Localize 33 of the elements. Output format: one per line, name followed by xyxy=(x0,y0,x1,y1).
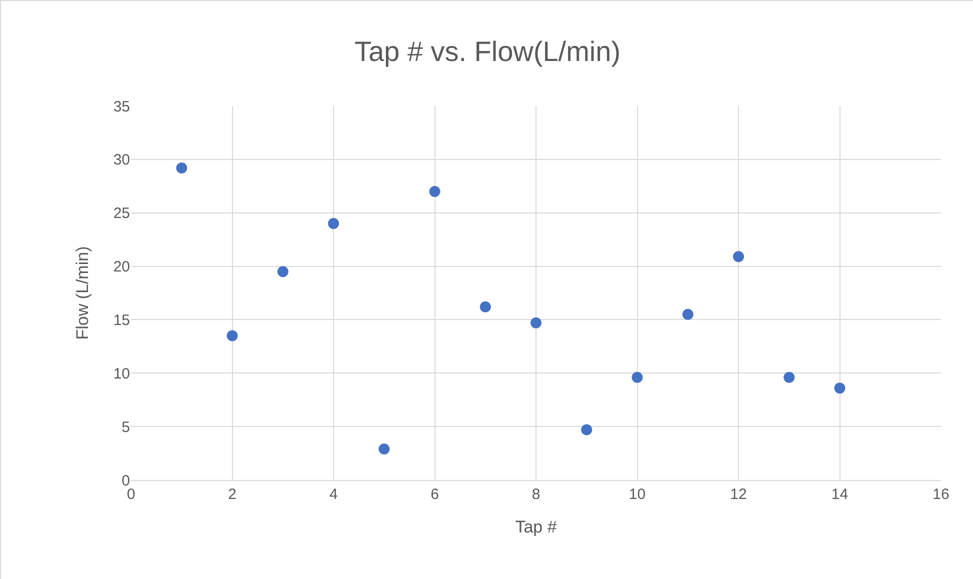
point xyxy=(226,330,238,342)
x-tick-label: 2 xyxy=(228,486,236,503)
x-tick-label: 12 xyxy=(730,486,747,503)
x-tick-label: 6 xyxy=(430,486,439,503)
point xyxy=(632,372,643,383)
x-tick-label: 4 xyxy=(329,486,338,503)
y-tick-label: 20 xyxy=(113,258,130,276)
point xyxy=(378,444,390,455)
x-tick-label: 8 xyxy=(532,486,540,503)
point xyxy=(834,382,846,394)
x-axis-title: Tap # xyxy=(515,517,558,536)
point xyxy=(530,317,542,328)
point xyxy=(176,162,188,174)
y-tick-label: 10 xyxy=(113,365,130,382)
point xyxy=(581,424,592,436)
y-axis-title: Flow (L/min) xyxy=(72,246,92,340)
y-tick-label: 5 xyxy=(122,418,130,436)
point xyxy=(682,308,694,320)
point xyxy=(328,218,339,230)
y-tick-label: 0 xyxy=(122,472,130,490)
y-tick-label: 30 xyxy=(113,152,130,169)
point xyxy=(429,186,440,197)
chart-title: Tap # vs. Flow(L/min) xyxy=(354,36,621,68)
point xyxy=(733,251,744,262)
y-tick-label: 15 xyxy=(113,312,130,329)
x-tick-label: 14 xyxy=(831,486,848,503)
y-tick-label: 25 xyxy=(113,205,130,222)
point xyxy=(480,301,491,312)
y-tick-label: 35 xyxy=(113,98,130,116)
point xyxy=(277,266,288,278)
point xyxy=(784,372,795,383)
x-tick-label: 16 xyxy=(932,486,950,503)
x-tick-label: 10 xyxy=(628,486,646,503)
